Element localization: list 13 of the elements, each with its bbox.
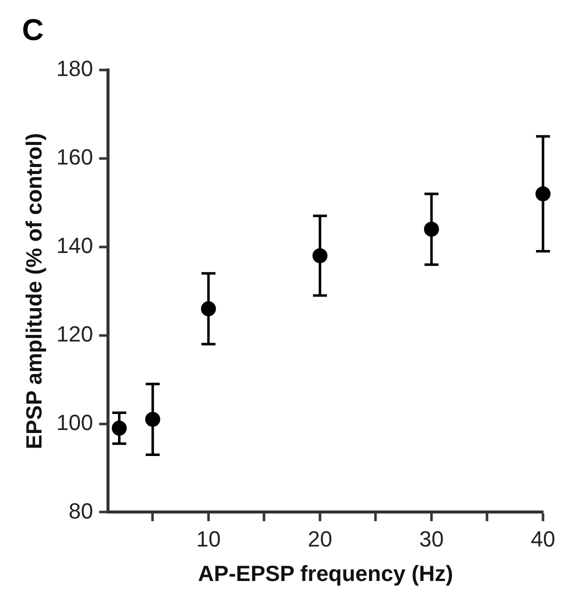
y-tick-label: 100	[56, 410, 94, 435]
y-tick-label: 120	[56, 321, 94, 346]
y-tick-label: 140	[56, 232, 94, 258]
x-tick-label: 20	[308, 526, 332, 552]
x-tick-label: 40	[530, 526, 556, 552]
y-tick-label: 180	[56, 56, 94, 82]
y-tick-label: 80	[68, 498, 94, 524]
x-tick-label: 30	[419, 526, 444, 552]
y-tick-label: 160	[56, 144, 94, 170]
text: C	[22, 14, 44, 48]
x-tick-label: 10	[196, 526, 221, 552]
x-axis-title: AP-EPSP frequency (Hz)	[198, 560, 454, 586]
y-axis-title: EPSP amplitude (% of control)	[21, 133, 46, 450]
